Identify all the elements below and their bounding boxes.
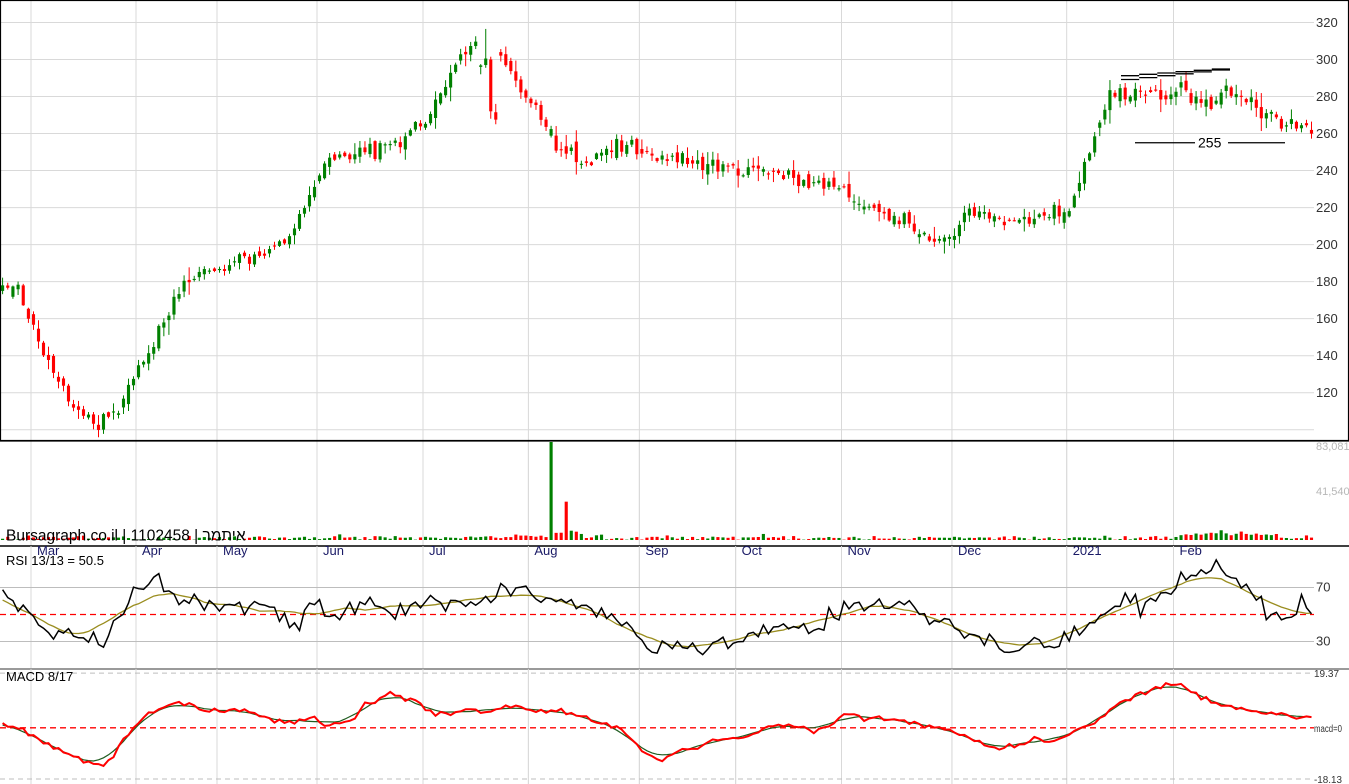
svg-text:Feb: Feb [1180, 543, 1202, 558]
svg-text:220: 220 [1316, 200, 1338, 215]
svg-text:Jul: Jul [429, 543, 446, 558]
svg-text:240: 240 [1316, 163, 1338, 178]
svg-text:2021: 2021 [1073, 543, 1102, 558]
svg-text:180: 180 [1316, 274, 1338, 289]
svg-text:Nov: Nov [848, 543, 872, 558]
svg-text:260: 260 [1316, 126, 1338, 141]
svg-text:macd=0: macd=0 [1314, 724, 1342, 735]
svg-text:Jun: Jun [323, 543, 344, 558]
svg-text:200: 200 [1316, 237, 1338, 252]
svg-text:255: 255 [1198, 134, 1222, 150]
svg-text:May: May [223, 543, 248, 558]
svg-text:120: 120 [1316, 385, 1338, 400]
svg-text:Sep: Sep [645, 543, 668, 558]
svg-text:83,081: 83,081 [1316, 441, 1349, 453]
svg-text:-18.13: -18.13 [1314, 775, 1342, 784]
svg-text:Aug: Aug [534, 543, 557, 558]
svg-text:Dec: Dec [958, 543, 982, 558]
svg-text:19.37: 19.37 [1314, 669, 1339, 680]
svg-text:Oct: Oct [742, 543, 763, 558]
svg-text:30: 30 [1316, 633, 1330, 648]
svg-text:41,540: 41,540 [1316, 486, 1349, 498]
svg-text:MACD 8/17: MACD 8/17 [6, 669, 73, 684]
svg-text:140: 140 [1316, 348, 1338, 363]
svg-text:Bursagraph.co.il | 1102458 | א: Bursagraph.co.il | 1102458 | איתמר [6, 528, 246, 545]
svg-text:320: 320 [1316, 15, 1338, 30]
svg-text:160: 160 [1316, 311, 1338, 326]
svg-text:RSI 13/13 = 50.5: RSI 13/13 = 50.5 [6, 553, 104, 568]
svg-text:280: 280 [1316, 89, 1338, 104]
svg-text:70: 70 [1316, 580, 1330, 595]
svg-text:Apr: Apr [142, 543, 163, 558]
svg-text:300: 300 [1316, 52, 1338, 67]
